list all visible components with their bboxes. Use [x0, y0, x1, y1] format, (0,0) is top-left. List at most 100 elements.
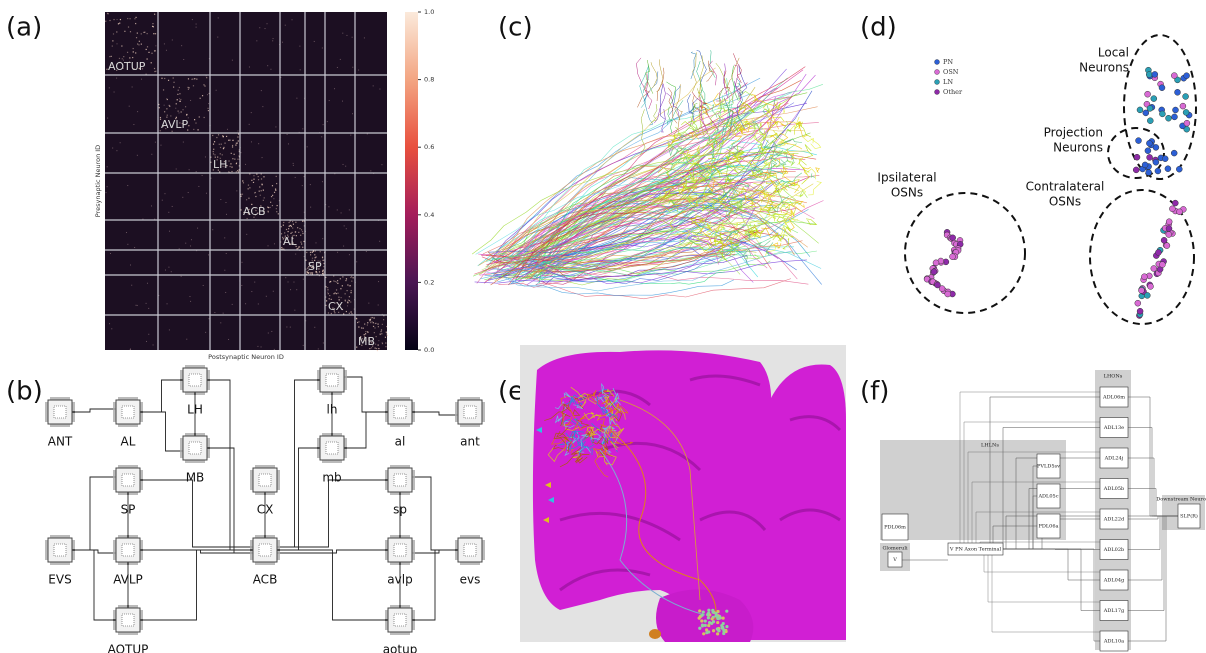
terminal-blob [698, 609, 701, 612]
connection [265, 480, 400, 547]
connection-dot [207, 108, 208, 109]
connection-dot [378, 304, 379, 305]
connection-dot [178, 111, 179, 112]
embedding-point [1144, 292, 1150, 298]
embedding-point [1135, 300, 1141, 306]
connection-dot [208, 318, 209, 319]
connection-dot [227, 129, 228, 130]
connection-dot [302, 247, 303, 248]
connection-dot [253, 175, 254, 176]
connection-dot [248, 185, 249, 186]
connection-dot [385, 342, 386, 343]
connection-dot [182, 197, 183, 198]
connection-dot [190, 245, 191, 246]
connection-dot [333, 275, 334, 276]
connection-dot [138, 44, 139, 45]
connection-dot [193, 85, 194, 86]
connection-dot [251, 112, 252, 113]
connection-dot [242, 180, 243, 181]
edge [1128, 516, 1178, 641]
connection-dot [224, 270, 225, 271]
cluster-annotation: Contralateral [1026, 180, 1105, 194]
connection-dot [378, 281, 379, 282]
connection-dot [181, 111, 182, 112]
connection-dot [251, 141, 252, 142]
connection-dot [379, 241, 380, 242]
connection-dot [236, 162, 237, 163]
connection-dot [207, 94, 208, 95]
node-label: ADL05b [1103, 486, 1125, 492]
connection-dot [381, 164, 382, 165]
connection-dot [340, 278, 341, 279]
colorbar-tick-label: 0.2 [424, 278, 434, 286]
connection-dot [127, 18, 128, 19]
connection-dot [386, 333, 387, 334]
connection-dot [292, 19, 293, 20]
connection-dot [153, 344, 154, 345]
connection-dot [350, 135, 351, 136]
connection-dot [276, 176, 277, 177]
terminal-blob [722, 622, 725, 625]
node-label: lh [327, 403, 338, 417]
connection-dot [167, 303, 168, 304]
legend-label: Other [943, 88, 963, 96]
connection-dot [343, 164, 344, 165]
chip-core [464, 406, 476, 418]
connection-dot [134, 247, 135, 248]
connection-dot [141, 44, 142, 45]
connection-dot [238, 130, 239, 131]
embedding-point [1171, 150, 1177, 156]
connection-dot [214, 154, 215, 155]
neurite [724, 71, 730, 94]
node-label: V [892, 557, 897, 563]
panel-label: (a) [6, 13, 42, 43]
connection-dot [146, 303, 147, 304]
connection-dot [323, 260, 324, 261]
embedding-point [1159, 85, 1165, 91]
connection-dot [233, 140, 234, 141]
connection-dot [382, 342, 383, 343]
connection-dot [182, 109, 183, 110]
connection-dot [133, 51, 134, 52]
connection-dot [248, 188, 249, 189]
connection-dot [372, 317, 373, 318]
connection-dot [321, 136, 322, 137]
connection-dot [350, 301, 351, 302]
edge [1128, 516, 1178, 611]
connection-dot [337, 293, 338, 294]
connection-dot [232, 304, 233, 305]
connection-dot [171, 271, 172, 272]
connection-dot [347, 290, 348, 291]
connection-dot [251, 180, 252, 181]
connection-dot [345, 301, 346, 302]
connection-dot [213, 149, 214, 150]
connection-dot [347, 305, 348, 306]
colorbar [405, 12, 418, 350]
connection-dot [302, 128, 303, 129]
connection-dot [349, 254, 350, 255]
connection-dot [176, 103, 177, 104]
connection-dot [229, 140, 230, 141]
connection-dot [346, 228, 347, 229]
embedding-point [1169, 206, 1175, 212]
embedding-point [1165, 166, 1171, 172]
chip-core [122, 544, 134, 556]
legend-label: PN [943, 58, 953, 66]
connection-dot [300, 69, 301, 70]
group-label: LHLNs [981, 443, 999, 449]
connection-dot [223, 148, 224, 149]
node-label: ADL24j [1104, 456, 1124, 462]
connection-dot [129, 57, 130, 58]
connection-dot [202, 95, 203, 96]
connection-dot [109, 323, 110, 324]
connection-dot [273, 291, 274, 292]
connection-dot [148, 52, 149, 53]
connection-dot [148, 308, 149, 309]
cluster-outline [905, 193, 1025, 313]
connection-dot [112, 45, 113, 46]
connection-dot [310, 254, 311, 255]
connection-dot [164, 43, 165, 44]
region-label: SP [308, 260, 322, 273]
connection-dot [173, 77, 174, 78]
connection-dot [206, 77, 207, 78]
